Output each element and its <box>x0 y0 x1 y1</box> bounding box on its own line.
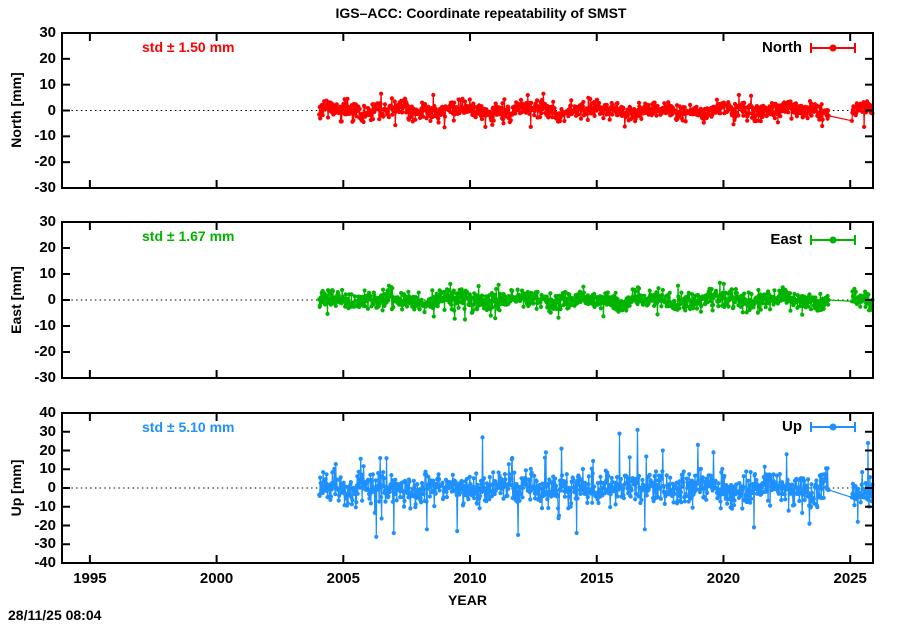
up-y-axis-title: Up [mm] <box>8 459 24 517</box>
north-y-axis-title: North [mm] <box>8 72 24 148</box>
x-tick-label: 2020 <box>706 570 741 587</box>
errorbar-marker-icon <box>810 421 856 432</box>
north-std-annotation: std ± 1.50 mm <box>142 39 235 55</box>
y-tick-label: 0 <box>47 101 56 119</box>
y-tick-label: -10 <box>34 497 56 515</box>
up-std-annotation: std ± 5.10 mm <box>142 419 235 435</box>
x-tick-label: 2005 <box>326 570 360 587</box>
x-tick-label: 2025 <box>833 570 867 587</box>
timestamp: 28/11/25 08:04 <box>8 607 102 623</box>
north-legend: North <box>762 39 857 56</box>
y-tick-label: 0 <box>47 479 56 496</box>
y-tick-label: 30 <box>39 213 56 230</box>
errorbar-marker-icon <box>810 234 856 245</box>
y-tick-label: 10 <box>39 265 56 282</box>
up-legend: Up <box>782 418 857 435</box>
y-tick-label: -30 <box>34 535 56 553</box>
y-tick-label: -10 <box>34 127 56 145</box>
y-tick-label: -20 <box>34 153 56 171</box>
east-legend-label: East <box>770 231 802 248</box>
y-tick-label: 10 <box>39 75 56 93</box>
y-tick-label: 20 <box>39 441 56 459</box>
y-tick-label: -30 <box>34 179 56 196</box>
chart-title: IGS–ACC: Coordinate repeatability of SMS… <box>335 5 627 21</box>
y-tick-label: 10 <box>39 460 56 478</box>
errorbar-marker-icon <box>810 42 856 53</box>
x-tick-label: 2000 <box>199 570 234 587</box>
east-y-axis-title: East [mm] <box>8 266 24 334</box>
east-legend: East <box>770 231 857 248</box>
y-tick-label: 30 <box>39 422 56 440</box>
y-tick-label: 40 <box>39 404 56 421</box>
x-tick-label: 2015 <box>580 570 614 587</box>
x-axis-title: YEAR <box>448 592 487 608</box>
y-tick-label: -20 <box>34 343 56 360</box>
east-std-annotation: std ± 1.67 mm <box>142 228 235 244</box>
y-tick-label: -20 <box>34 516 56 534</box>
y-tick-label: 20 <box>39 239 56 256</box>
x-tick-label: 1995 <box>73 570 107 587</box>
y-tick-label: -40 <box>34 554 56 571</box>
x-tick-label: 2010 <box>453 570 487 587</box>
up-legend-label: Up <box>782 418 802 435</box>
y-tick-label: 0 <box>47 291 56 308</box>
y-tick-label: 20 <box>39 49 56 67</box>
y-tick-label: 30 <box>39 24 56 41</box>
y-tick-label: -30 <box>34 369 56 386</box>
y-tick-label: -10 <box>34 317 56 334</box>
north-legend-label: North <box>762 39 802 56</box>
